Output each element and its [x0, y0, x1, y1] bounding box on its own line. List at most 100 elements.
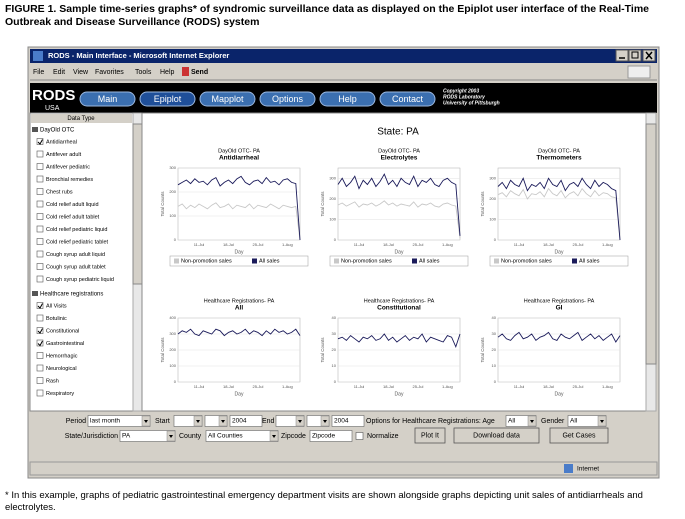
data-type-label[interactable]: Cold relief adult tablet [46, 214, 100, 220]
select-value[interactable]: All Counties [208, 433, 243, 440]
form-button[interactable] [414, 427, 446, 444]
form-button[interactable] [453, 427, 540, 444]
nav-tab-label[interactable]: Options [272, 94, 304, 104]
data-type-label[interactable]: Rash [46, 378, 59, 384]
title-bar [30, 49, 657, 63]
nav-tab[interactable] [139, 91, 196, 107]
x-tick-label: 18-Jul [383, 384, 394, 389]
checkbox[interactable] [36, 250, 44, 258]
menu-item[interactable]: File [33, 69, 44, 76]
plot-area [177, 167, 301, 241]
menu-item[interactable]: Edit [53, 69, 65, 76]
nav-tab-label[interactable]: Help [338, 94, 357, 104]
data-type-label[interactable]: Cough syrup adult liquid [46, 252, 105, 258]
data-type-label[interactable]: Hemorrhagic [46, 353, 78, 359]
checkbox[interactable] [355, 432, 364, 440]
checkbox[interactable] [36, 175, 44, 183]
maximize-button[interactable] [628, 49, 642, 62]
legend-label: Non-promotion sales [501, 258, 552, 264]
send-button[interactable]: Send [191, 69, 208, 76]
data-type-label[interactable]: Respiratory [46, 391, 74, 397]
data-type-label[interactable]: All Visits [46, 303, 67, 309]
select-value[interactable]: last month [90, 418, 120, 425]
x-axis-label: Day [235, 249, 244, 255]
select-value[interactable]: All [508, 418, 516, 425]
menu-item[interactable]: Tools [135, 69, 152, 76]
legend-box [169, 255, 309, 267]
nav-tab-label[interactable]: Epiplot [154, 94, 182, 104]
data-type-label[interactable]: Antifever adult [46, 152, 82, 158]
data-type-label[interactable]: Cold relief pediatric liquid [46, 227, 107, 233]
form-button[interactable] [549, 427, 609, 444]
legend-swatch [572, 258, 577, 264]
main-scroll-thumb[interactable] [645, 123, 657, 365]
legend-swatch [334, 258, 339, 264]
form-label: Start [155, 418, 170, 425]
y-tick-label: 0 [174, 237, 177, 242]
data-type-label[interactable]: Chest rubs [46, 189, 73, 195]
nav-tab[interactable] [259, 91, 316, 107]
checkbox[interactable] [36, 364, 44, 372]
input-value[interactable]: 2004 [232, 418, 247, 425]
checkbox[interactable] [36, 225, 44, 233]
checkbox[interactable] [36, 275, 44, 283]
checkbox[interactable] [36, 314, 44, 322]
nav-tab-label[interactable]: Main [98, 94, 118, 104]
y-tick-label: 0 [494, 237, 497, 242]
data-type-label[interactable]: Antidiarrheal [46, 139, 77, 145]
menu-item[interactable]: Favorites [95, 69, 124, 76]
button-label[interactable]: Download data [473, 432, 520, 439]
nav-tab-label[interactable]: Mapplot [211, 94, 244, 104]
nav-tab[interactable] [199, 91, 256, 107]
arrow-icon [530, 420, 534, 423]
data-type-label[interactable]: Gastrointestinal [46, 341, 84, 347]
checkbox[interactable] [36, 263, 44, 270]
text-input[interactable] [229, 415, 263, 427]
checkbox[interactable] [36, 389, 44, 397]
checkbox[interactable] [36, 238, 44, 245]
minimize-button[interactable] [615, 49, 629, 62]
x-axis-label: Day [555, 391, 564, 397]
data-type-label[interactable]: Cough syrup adult tablet [46, 264, 106, 270]
button-label[interactable]: Get Cases [562, 432, 596, 439]
select-value[interactable]: PA [122, 433, 131, 440]
checkbox[interactable] [36, 213, 44, 220]
maximize-icon [631, 51, 639, 59]
data-type-label[interactable]: Cold relief adult liquid [46, 202, 99, 208]
checkbox[interactable] [36, 163, 44, 170]
sidebar-scroll-thumb[interactable] [132, 123, 143, 285]
input-value[interactable]: 2004 [334, 418, 349, 425]
chart-source: DayOld OTC- PA [218, 148, 260, 154]
nav-tab-label[interactable]: Contact [392, 94, 424, 104]
data-type-label[interactable]: Cold relief pediatric tablet [46, 239, 109, 245]
select-value[interactable]: All [570, 418, 578, 425]
x-axis-label: Day [395, 249, 404, 255]
checkbox[interactable] [36, 377, 44, 384]
checkbox[interactable] [36, 150, 44, 158]
nav-tab[interactable] [79, 91, 136, 107]
data-type-label[interactable]: Neurological [46, 366, 77, 372]
input-value[interactable]: Zipcode [312, 433, 336, 440]
data-type-label[interactable]: Bronchial remedies [46, 177, 93, 183]
text-input[interactable] [309, 430, 353, 442]
legend-label: Non-promotion sales [181, 258, 232, 264]
text-input[interactable] [331, 415, 365, 427]
data-type-label[interactable]: Botulinic [46, 316, 67, 322]
menu-item[interactable]: View [73, 69, 89, 76]
nav-tab[interactable] [379, 91, 436, 107]
button-label[interactable]: Plot It [421, 432, 439, 439]
checkbox[interactable] [36, 200, 44, 208]
logo: RODS [32, 87, 75, 104]
y-tick-label: 0 [334, 237, 337, 242]
x-tick-label: 1-Aug [442, 242, 453, 247]
checkbox[interactable] [36, 352, 44, 359]
nav-tab[interactable] [319, 91, 376, 107]
data-type-label[interactable]: Constitutional [46, 328, 79, 334]
data-type-label[interactable]: Cough syrup pediatric liquid [46, 277, 114, 283]
x-axis-label: Day [235, 391, 244, 397]
menu-item[interactable]: Help [160, 69, 175, 76]
data-type-label[interactable]: Antifever pediatric [46, 164, 90, 170]
series-line [177, 328, 301, 337]
checkbox[interactable] [36, 188, 44, 195]
